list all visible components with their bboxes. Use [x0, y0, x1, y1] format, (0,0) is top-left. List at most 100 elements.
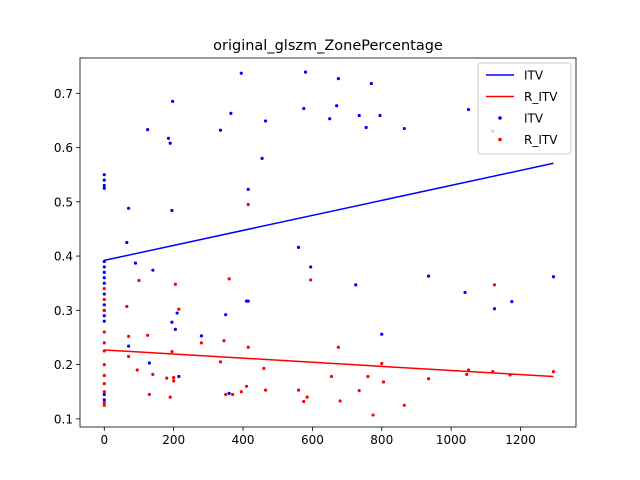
point-r-itv-6	[102, 363, 106, 367]
point-itv-45	[309, 265, 313, 269]
point-itv-9	[102, 292, 106, 296]
point-itv-46	[328, 117, 332, 121]
point-r-itv-40	[302, 399, 306, 404]
point-itv-54	[380, 332, 384, 336]
point-itv-7	[102, 276, 106, 280]
point-itv-19	[133, 261, 138, 265]
point-itv-12	[102, 314, 106, 318]
point-r-itv-7	[102, 373, 106, 378]
x-tick-label-0: 0	[100, 433, 108, 447]
point-r-itv-21	[168, 395, 172, 399]
axes-frame	[79, 57, 577, 428]
point-r-itv-35	[246, 202, 250, 207]
point-r-itv-2	[102, 308, 106, 312]
point-itv-41	[263, 119, 268, 123]
point-r-itv-8	[102, 381, 106, 386]
point-itv-17	[126, 206, 131, 210]
point-itv-3	[102, 186, 106, 190]
point-r-itv-31	[227, 277, 231, 281]
point-itv-29	[175, 311, 179, 315]
point-r-itv-57	[508, 373, 512, 377]
y-tick-label-2: 0.3	[54, 304, 73, 318]
point-r-itv-9	[102, 390, 106, 394]
legend-box	[477, 62, 572, 155]
point-r-itv-46	[357, 389, 361, 393]
point-itv-14	[102, 392, 106, 397]
point-r-itv-33	[239, 390, 243, 394]
point-itv-47	[335, 104, 339, 108]
point-r-itv-43	[329, 374, 334, 379]
point-r-itv-20	[165, 376, 169, 380]
point-r-itv-47	[366, 374, 370, 379]
point-itv-56	[426, 274, 431, 278]
point-itv-8	[102, 281, 106, 285]
point-r-itv-15	[135, 368, 139, 372]
point-itv-31	[199, 334, 203, 338]
point-itv-61	[510, 300, 514, 304]
point-r-itv-51	[402, 403, 406, 407]
point-r-itv-16	[137, 278, 141, 283]
point-itv-26	[170, 320, 174, 324]
legend: ITV R_ITV ITV R_ITV	[477, 62, 572, 155]
point-itv-18	[126, 344, 131, 348]
chart-marks	[102, 70, 556, 417]
point-r-itv-22	[170, 349, 174, 354]
point-r-itv-26	[177, 307, 181, 311]
point-itv-2	[102, 183, 106, 188]
point-itv-13	[102, 319, 106, 323]
point-r-itv-45	[338, 399, 342, 403]
point-r-itv-38	[263, 388, 268, 392]
point-itv-27	[171, 99, 175, 104]
point-r-itv-24	[172, 379, 176, 383]
title-group: original_glszm_ZonePercentage	[213, 38, 443, 54]
y-tick-label-1: 0.2	[54, 358, 73, 372]
point-itv-51	[364, 125, 368, 130]
point-r-itv-27	[199, 341, 203, 345]
x-tick-label-1: 200	[162, 433, 185, 447]
point-r-itv-49	[380, 361, 384, 366]
x-tick-label-2: 400	[232, 433, 255, 447]
point-r-itv-44	[336, 345, 341, 349]
point-r-itv-10	[102, 400, 106, 405]
axes: 0 200 400 600 800 1000 1200 0.1 0.2 0.3 0.4 0.5 0.6 0…	[54, 57, 577, 447]
y-tick-label-4: 0.5	[54, 195, 73, 209]
point-r-itv-37	[262, 366, 266, 370]
point-r-itv-34	[244, 384, 249, 388]
point-r-itv-18	[147, 392, 151, 397]
point-r-itv-48	[371, 413, 375, 417]
x-tick-label-5: 1000	[436, 433, 467, 447]
point-r-itv-25	[173, 282, 177, 286]
point-r-itv-17	[146, 333, 150, 337]
legend-marker-itv-2	[498, 116, 502, 120]
point-itv-42	[296, 245, 301, 249]
point-itv-16	[125, 240, 129, 245]
point-itv-21	[147, 361, 151, 365]
point-itv-52	[369, 81, 373, 86]
point-r-itv-36	[246, 345, 250, 349]
point-itv-48	[336, 77, 341, 81]
point-itv-38	[246, 187, 250, 191]
point-itv-35	[229, 111, 233, 115]
point-itv-1	[102, 178, 106, 182]
point-itv-28	[173, 327, 177, 331]
point-r-itv-19	[151, 372, 155, 376]
point-itv-15	[102, 398, 106, 402]
point-itv-55	[402, 126, 406, 131]
point-itv-4	[102, 259, 106, 264]
point-r-itv-58	[551, 370, 556, 374]
legend-label-itv-2: ITV	[524, 112, 544, 126]
point-itv-30	[177, 374, 181, 379]
point-itv-33	[224, 313, 228, 317]
point-itv-49	[354, 283, 358, 287]
trend-line-r-itv	[104, 349, 554, 378]
point-r-itv-1	[102, 297, 106, 302]
point-r-itv-42	[309, 278, 313, 282]
chart-title: original_glszm_ZonePercentage	[213, 38, 443, 54]
point-r-itv-53	[465, 372, 469, 376]
legend-marker-r-itv-3	[498, 137, 502, 142]
point-itv-39	[246, 299, 250, 303]
point-itv-53	[378, 113, 382, 118]
point-itv-43	[302, 106, 306, 111]
point-r-itv-55	[491, 370, 495, 374]
